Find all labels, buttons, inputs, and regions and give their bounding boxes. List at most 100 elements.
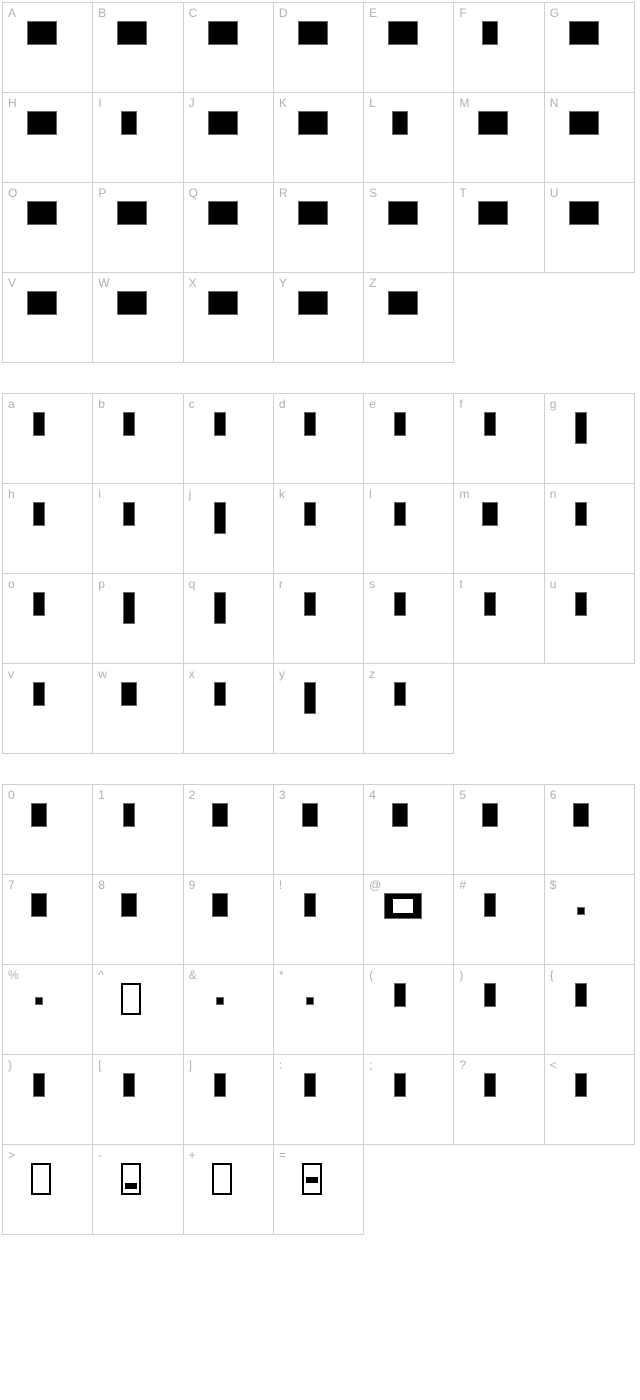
- glyph-cell[interactable]: }: [3, 1055, 93, 1145]
- glyph-cell[interactable]: u: [545, 574, 635, 664]
- glyph-cell[interactable]: $: [545, 875, 635, 965]
- glyph-cell[interactable]: g: [545, 394, 635, 484]
- character-map: ABCDEFG HIJKLMN OPQR STU VWXYZabcdefg hij klmn…: [2, 2, 638, 1235]
- glyph-cell[interactable]: e: [364, 394, 454, 484]
- glyph-cell[interactable]: C: [184, 3, 274, 93]
- glyph-cell[interactable]: h: [3, 484, 93, 574]
- glyph-cell[interactable]: J: [184, 93, 274, 183]
- char-label: [: [98, 1058, 101, 1072]
- glyph-cell[interactable]: 0: [3, 785, 93, 875]
- glyph-cell[interactable]: b: [93, 394, 183, 484]
- glyph-cell[interactable]: F: [454, 3, 544, 93]
- glyph-cell[interactable]: t: [454, 574, 544, 664]
- glyph-cell[interactable]: p: [93, 574, 183, 664]
- glyph-icon: [117, 21, 147, 45]
- glyph-cell[interactable]: 8: [93, 875, 183, 965]
- glyph-cell[interactable]: B: [93, 3, 183, 93]
- glyph-cell[interactable]: K: [274, 93, 364, 183]
- glyph-cell[interactable]: I: [93, 93, 183, 183]
- glyph-cell[interactable]: d: [274, 394, 364, 484]
- glyph-cell[interactable]: ): [454, 965, 544, 1055]
- glyph-cell[interactable]: f: [454, 394, 544, 484]
- glyph-icon: [394, 1073, 406, 1097]
- glyph-cell[interactable]: M: [454, 93, 544, 183]
- glyph-cell[interactable]: L: [364, 93, 454, 183]
- glyph-cell[interactable]: j: [184, 484, 274, 574]
- glyph-cell[interactable]: <: [545, 1055, 635, 1145]
- glyph-cell[interactable]: ;: [364, 1055, 454, 1145]
- glyph-cell[interactable]: [: [93, 1055, 183, 1145]
- glyph-cell[interactable]: k: [274, 484, 364, 574]
- glyph-cell[interactable]: %: [3, 965, 93, 1055]
- glyph-cell[interactable]: @: [364, 875, 454, 965]
- glyph-cell[interactable]: -: [93, 1145, 183, 1235]
- glyph-cell[interactable]: Q: [184, 183, 274, 273]
- glyph-cell[interactable]: 3: [274, 785, 364, 875]
- glyph-cell[interactable]: 4: [364, 785, 454, 875]
- glyph-cell[interactable]: *: [274, 965, 364, 1055]
- glyph-icon: [123, 502, 135, 526]
- glyph-cell[interactable]: 6: [545, 785, 635, 875]
- glyph-cell[interactable]: y: [274, 664, 364, 754]
- glyph-cell[interactable]: m: [454, 484, 544, 574]
- glyph-cell[interactable]: w: [93, 664, 183, 754]
- glyph-cell[interactable]: !: [274, 875, 364, 965]
- glyph-cell[interactable]: X: [184, 273, 274, 363]
- glyph-cell[interactable]: ?: [454, 1055, 544, 1145]
- glyph-cell[interactable]: o: [3, 574, 93, 664]
- glyph-icon: [388, 21, 418, 45]
- glyph-icon: [33, 682, 45, 706]
- char-label: ): [459, 968, 463, 982]
- glyph-cell[interactable]: ^: [93, 965, 183, 1055]
- glyph-cell[interactable]: T: [454, 183, 544, 273]
- glyph-cell[interactable]: P: [93, 183, 183, 273]
- glyph-cell[interactable]: x: [184, 664, 274, 754]
- char-label: Z: [369, 276, 376, 290]
- glyph-cell[interactable]: &: [184, 965, 274, 1055]
- glyph-cell[interactable]: {: [545, 965, 635, 1055]
- glyph-cell[interactable]: c: [184, 394, 274, 484]
- glyph-cell[interactable]: S: [364, 183, 454, 273]
- glyph-cell[interactable]: z: [364, 664, 454, 754]
- char-label: r: [279, 577, 283, 591]
- char-label: j: [189, 487, 192, 501]
- glyph-cell[interactable]: :: [274, 1055, 364, 1145]
- glyph-cell[interactable]: D: [274, 3, 364, 93]
- glyph-cell[interactable]: W: [93, 273, 183, 363]
- glyph-cell[interactable]: 9: [184, 875, 274, 965]
- glyph-cell[interactable]: N: [545, 93, 635, 183]
- glyph-cell[interactable]: Y: [274, 273, 364, 363]
- char-label: q: [189, 577, 196, 591]
- glyph-cell[interactable]: R: [274, 183, 364, 273]
- glyph-cell[interactable]: #: [454, 875, 544, 965]
- glyph-cell[interactable]: H: [3, 93, 93, 183]
- glyph-cell[interactable]: a: [3, 394, 93, 484]
- glyph-cell[interactable]: +: [184, 1145, 274, 1235]
- glyph-cell[interactable]: >: [3, 1145, 93, 1235]
- glyph-cell[interactable]: =: [274, 1145, 364, 1235]
- glyph-cell[interactable]: Z: [364, 273, 454, 363]
- char-label: R: [279, 186, 288, 200]
- glyph-cell[interactable]: s: [364, 574, 454, 664]
- glyph-icon: [569, 111, 599, 135]
- glyph-cell[interactable]: O: [3, 183, 93, 273]
- glyph-cell[interactable]: E: [364, 3, 454, 93]
- glyph-cell[interactable]: ]: [184, 1055, 274, 1145]
- glyph-cell[interactable]: (: [364, 965, 454, 1055]
- glyph-cell[interactable]: 2: [184, 785, 274, 875]
- glyph-cell[interactable]: q: [184, 574, 274, 664]
- glyph-cell[interactable]: l: [364, 484, 454, 574]
- glyph-cell[interactable]: G: [545, 3, 635, 93]
- glyph-cell[interactable]: r: [274, 574, 364, 664]
- glyph-cell[interactable]: 7: [3, 875, 93, 965]
- glyph-icon: [394, 592, 406, 616]
- glyph-cell[interactable]: U: [545, 183, 635, 273]
- glyph-cell[interactable]: v: [3, 664, 93, 754]
- glyph-cell[interactable]: A: [3, 3, 93, 93]
- glyph-cell[interactable]: 5: [454, 785, 544, 875]
- glyph-cell[interactable]: 1: [93, 785, 183, 875]
- glyph-cell[interactable]: i: [93, 484, 183, 574]
- glyph-icon: [121, 983, 141, 1015]
- glyph-cell[interactable]: V: [3, 273, 93, 363]
- glyph-cell[interactable]: n: [545, 484, 635, 574]
